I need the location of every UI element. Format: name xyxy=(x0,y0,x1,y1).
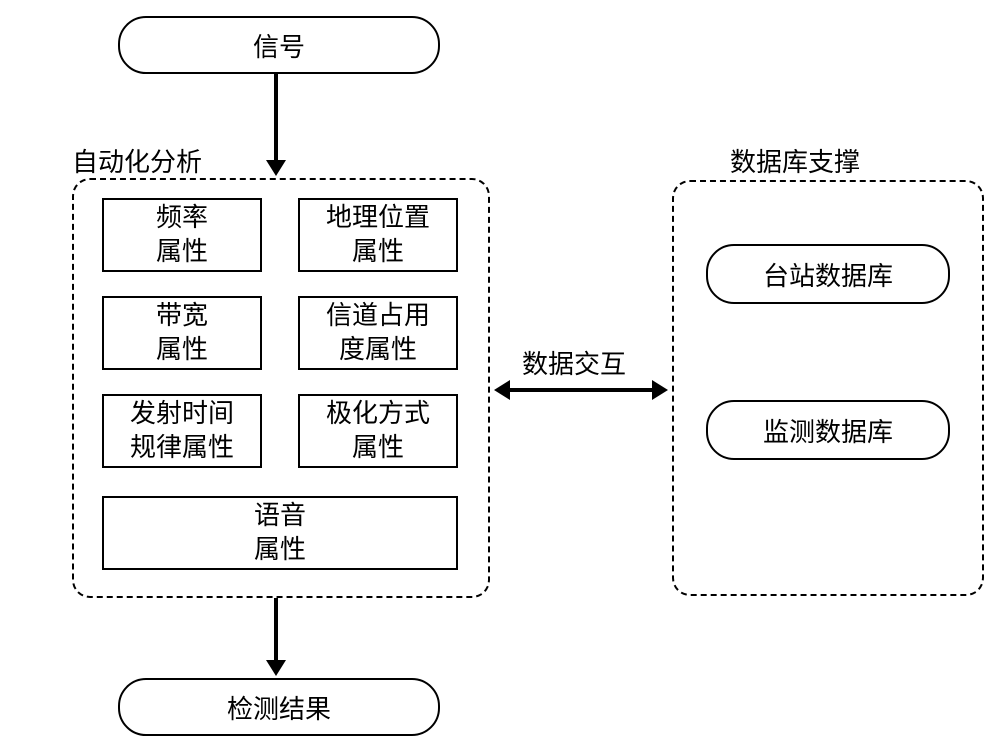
analysis-panel-title: 自动化分析 xyxy=(72,142,202,179)
node-geo: 地理位置 属性 xyxy=(298,198,458,272)
arrowhead-exchange-left xyxy=(494,380,510,400)
node-result: 检测结果 xyxy=(118,678,440,736)
node-time: 发射时间 规律属性 xyxy=(102,394,262,468)
edge-signal-to-panel xyxy=(274,74,278,162)
node-monitor-db: 监测数据库 xyxy=(706,400,950,460)
db-panel xyxy=(672,180,984,596)
arrowhead-panel-to-result xyxy=(266,660,286,676)
edge-panel-to-result xyxy=(274,598,278,662)
edge-data-exchange xyxy=(510,388,652,392)
node-freq: 频率 属性 xyxy=(102,198,262,272)
node-polarization: 极化方式 属性 xyxy=(298,394,458,468)
arrowhead-signal-to-panel xyxy=(266,160,286,176)
node-voice: 语音 属性 xyxy=(102,496,458,570)
node-bw: 带宽 属性 xyxy=(102,296,262,370)
diagram-canvas: 信号 自动化分析 数据库支撑 频率 属性 地理位置 属性 带宽 属性 信道占用 … xyxy=(0,0,1000,752)
node-result-label: 检测结果 xyxy=(227,689,331,726)
node-station-db: 台站数据库 xyxy=(706,244,950,304)
node-occupancy: 信道占用 度属性 xyxy=(298,296,458,370)
data-exchange-label: 数据交互 xyxy=(522,344,626,381)
node-signal-label: 信号 xyxy=(253,27,305,64)
db-panel-title: 数据库支撑 xyxy=(730,142,860,179)
arrowhead-exchange-right xyxy=(652,380,668,400)
node-signal: 信号 xyxy=(118,16,440,74)
